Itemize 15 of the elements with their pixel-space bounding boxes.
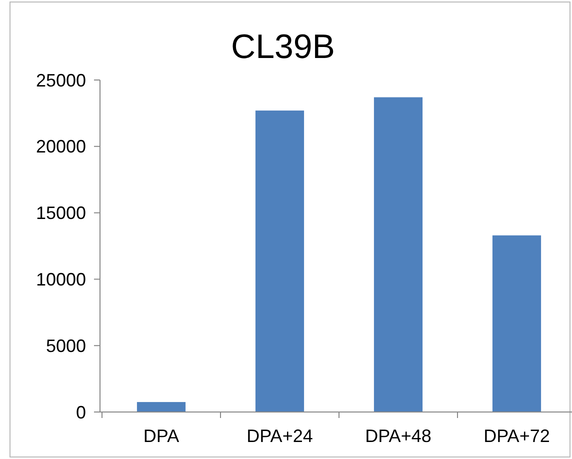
chart-title: CL39B (231, 28, 335, 66)
x-tick-label: DPA+48 (365, 426, 432, 446)
y-tick-label: 0 (76, 402, 86, 422)
x-tick-label: DPA (143, 426, 180, 446)
x-tick-label: DPA+72 (484, 426, 550, 446)
y-tick-label: 10000 (36, 270, 86, 290)
bar (374, 97, 423, 412)
y-tick-label: 20000 (36, 136, 86, 157)
x-tick-label: DPA+24 (246, 426, 313, 446)
y-tick-label: 5000 (46, 336, 86, 356)
bar (136, 402, 186, 412)
y-tick-label: 25000 (36, 70, 86, 90)
bar (255, 110, 304, 412)
bar (492, 235, 542, 412)
y-tick-label: 15000 (36, 203, 86, 224)
